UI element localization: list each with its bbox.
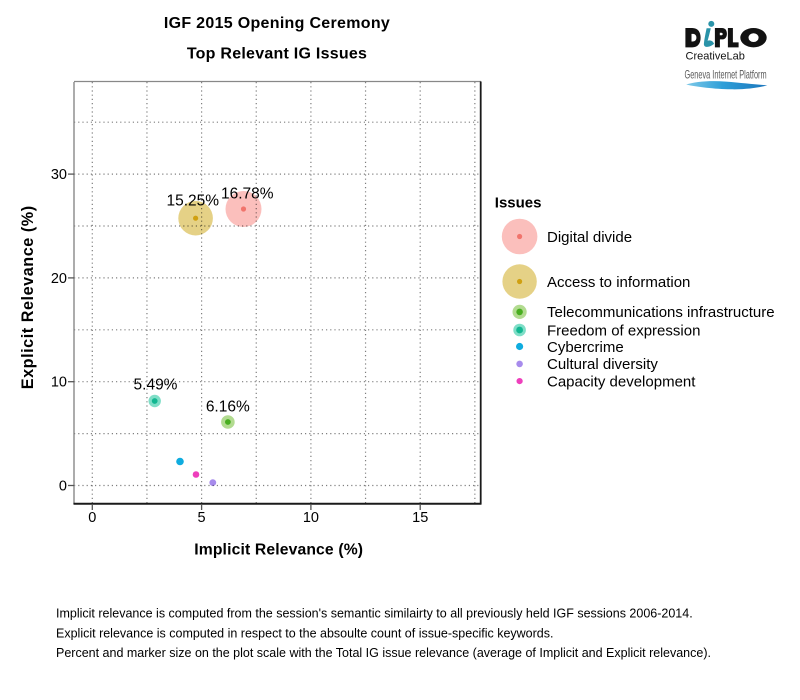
svg-text:Cultural diversity: Cultural diversity (547, 356, 658, 373)
svg-text:Explicit relevance is computed: Explicit relevance is computed in respec… (56, 626, 553, 640)
svg-text:Capacity development: Capacity development (547, 373, 696, 390)
svg-text:Top Relevant IG Issues: Top Relevant IG Issues (187, 46, 367, 63)
svg-text:Access to information: Access to information (547, 274, 690, 291)
svg-text:10: 10 (51, 375, 67, 391)
svg-text:Geneva Internet Platform: Geneva Internet Platform (685, 69, 767, 82)
svg-text:Implicit Relevance (%): Implicit Relevance (%) (194, 541, 363, 558)
svg-text:Explicit Relevance (%): Explicit Relevance (%) (19, 205, 37, 389)
svg-text:5: 5 (198, 510, 206, 526)
svg-text:Digital divide: Digital divide (547, 229, 632, 246)
svg-text:20: 20 (51, 271, 67, 287)
svg-text:6.16%: 6.16% (206, 399, 250, 416)
svg-text:Implicit relevance is computed: Implicit relevance is computed from the … (56, 607, 693, 621)
svg-text:Freedom of expression: Freedom of expression (547, 322, 700, 339)
svg-text:Telecommunications infrastruct: Telecommunications infrastructure (547, 304, 775, 321)
svg-text:15.25%: 15.25% (167, 193, 220, 210)
svg-text:0: 0 (88, 510, 96, 526)
svg-text:30: 30 (51, 167, 67, 183)
svg-text:0: 0 (59, 479, 67, 495)
svg-text:Issues: Issues (495, 195, 542, 212)
svg-text:Percent and marker size on the: Percent and marker size on the plot scal… (56, 646, 711, 660)
svg-text:5.49%: 5.49% (134, 376, 178, 393)
svg-text:IGF 2015 Opening Ceremony: IGF 2015 Opening Ceremony (164, 15, 390, 32)
svg-text:10: 10 (303, 510, 319, 526)
svg-text:16.78%: 16.78% (221, 185, 274, 202)
svg-text:15: 15 (412, 510, 428, 526)
svg-text:CreativeLab: CreativeLab (686, 51, 745, 63)
svg-text:Cybercrime: Cybercrime (547, 339, 624, 356)
